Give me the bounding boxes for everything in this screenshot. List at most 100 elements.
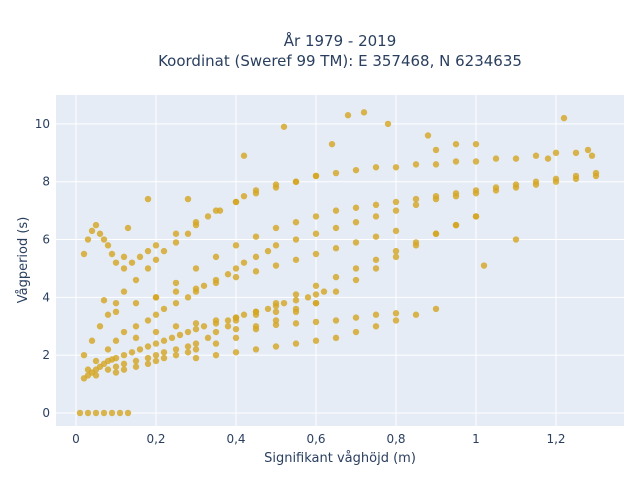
data-point xyxy=(212,340,220,347)
data-point xyxy=(372,311,380,318)
data-point xyxy=(240,311,248,318)
data-point xyxy=(392,198,400,206)
data-point xyxy=(184,195,192,203)
data-point xyxy=(108,409,116,417)
data-point xyxy=(332,334,340,342)
data-point xyxy=(120,288,128,295)
data-point xyxy=(192,354,200,362)
data-point xyxy=(116,409,124,417)
data-point xyxy=(128,349,136,356)
data-point xyxy=(160,349,168,356)
data-point xyxy=(120,328,128,336)
data-point xyxy=(144,317,152,324)
y-tick-label: 4 xyxy=(42,290,50,304)
data-point xyxy=(252,311,260,318)
data-point xyxy=(472,140,480,148)
data-point xyxy=(272,262,280,269)
data-point xyxy=(332,273,340,281)
data-point xyxy=(412,201,420,209)
data-point xyxy=(172,239,180,246)
x-tick-label: 0,6 xyxy=(306,432,325,446)
data-point xyxy=(292,297,300,304)
data-point xyxy=(112,369,120,376)
data-point xyxy=(132,276,140,284)
data-point xyxy=(172,351,180,359)
y-axis-label: Vågperiod (s) xyxy=(16,217,31,304)
data-point xyxy=(172,323,180,330)
data-point xyxy=(232,314,240,321)
data-point xyxy=(112,299,120,307)
data-point xyxy=(412,195,420,203)
data-point xyxy=(252,323,260,330)
x-tick-label: 1,2 xyxy=(546,432,565,446)
data-point xyxy=(160,247,168,255)
data-point xyxy=(272,308,280,316)
data-point xyxy=(412,242,420,249)
data-point xyxy=(332,169,340,177)
data-point xyxy=(200,323,208,330)
data-point xyxy=(76,409,84,417)
data-point xyxy=(392,310,400,317)
data-point xyxy=(232,265,240,272)
plot-area xyxy=(56,95,624,426)
data-point xyxy=(532,152,540,159)
data-point xyxy=(372,201,380,209)
data-point xyxy=(552,149,560,157)
data-point xyxy=(152,357,160,365)
data-point xyxy=(472,158,480,165)
data-point xyxy=(392,247,400,255)
data-point xyxy=(392,207,400,214)
data-point xyxy=(352,239,360,246)
data-point xyxy=(240,192,248,200)
data-point xyxy=(452,221,460,229)
data-point xyxy=(432,230,440,237)
data-point xyxy=(312,172,320,180)
y-tick-label: 0 xyxy=(42,406,50,420)
data-point xyxy=(252,268,260,275)
data-point xyxy=(252,190,260,197)
data-point xyxy=(88,227,96,235)
data-point xyxy=(312,213,320,220)
data-point xyxy=(292,291,300,298)
data-point xyxy=(252,233,260,240)
data-point xyxy=(432,305,440,313)
data-point xyxy=(176,331,184,339)
data-point xyxy=(240,152,248,159)
data-point xyxy=(132,334,140,342)
data-point xyxy=(372,265,380,272)
data-point xyxy=(212,351,220,359)
data-point xyxy=(312,291,320,298)
data-point xyxy=(352,218,360,226)
data-point xyxy=(112,337,120,344)
data-point xyxy=(184,230,192,237)
x-tick-label: 0,8 xyxy=(386,432,405,446)
data-point xyxy=(532,178,540,185)
data-point xyxy=(80,351,88,359)
data-point xyxy=(352,328,360,336)
data-point xyxy=(292,236,300,243)
x-tick-label: 0,2 xyxy=(146,432,165,446)
data-point xyxy=(240,259,248,266)
data-point xyxy=(452,158,460,165)
data-point xyxy=(292,320,300,327)
data-point xyxy=(332,317,340,324)
data-point xyxy=(100,409,108,417)
data-point xyxy=(104,242,112,249)
data-point xyxy=(280,299,288,307)
y-tick-label: 8 xyxy=(42,175,50,189)
chart-title-line1: År 1979 - 2019 xyxy=(284,31,397,50)
data-point xyxy=(292,256,300,263)
data-point xyxy=(252,253,260,261)
data-point xyxy=(160,337,168,344)
data-point xyxy=(472,187,480,194)
data-point xyxy=(100,297,108,304)
y-tick-label: 6 xyxy=(42,233,50,247)
data-point xyxy=(144,195,152,203)
data-point xyxy=(264,305,272,313)
data-point xyxy=(84,366,92,373)
data-point xyxy=(272,224,280,232)
data-point xyxy=(144,247,152,255)
data-point xyxy=(264,247,272,255)
data-point xyxy=(392,253,400,261)
data-point xyxy=(292,340,300,347)
